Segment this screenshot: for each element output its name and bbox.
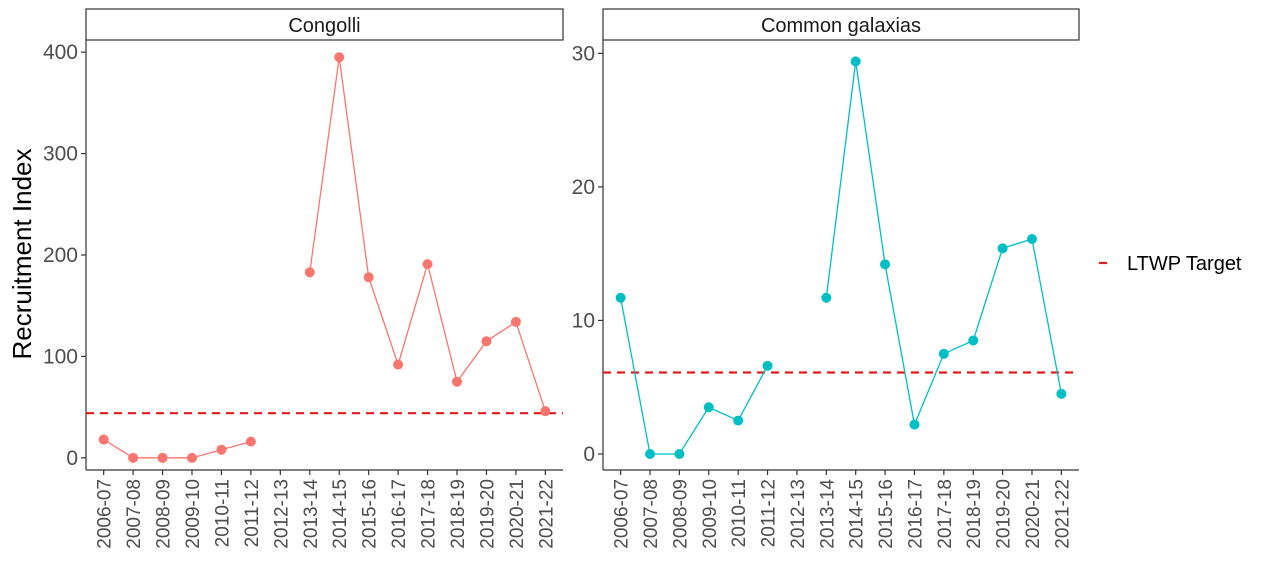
x-tick-label: 2007-08 [124,479,145,549]
data-point [157,452,168,463]
x-tick-label: 2015-16 [876,479,897,549]
data-point [422,259,433,270]
panel-strip [602,8,1080,41]
x-tick-label: 2021-22 [1052,479,1073,549]
data-point [98,434,109,445]
data-point [909,419,920,430]
data-point [821,292,832,303]
y-tick-label: 400 [43,41,78,64]
x-tick-label: 2006-07 [95,479,116,549]
panel-1: Common galaxias 0 10 20 30 2006-07 2007-08 2008… [572,8,1080,549]
x-tick-label: 2010-11 [212,479,233,547]
x-tick-label: 2019-20 [477,479,498,549]
data-point [393,359,404,370]
x-tick-label: 2016-17 [905,479,926,549]
data-point [363,272,374,283]
panel-title: Common galaxias [761,15,921,37]
x-tick-label: 2007-08 [641,479,662,549]
data-point [128,452,139,463]
x-tick-label: 2015-16 [360,479,381,549]
series-line [309,57,546,412]
x-tick-label: 2012-13 [271,479,292,549]
data-point [304,267,315,278]
y-tick-label: 100 [43,345,78,368]
series-line [619,297,769,455]
data-point [645,448,656,459]
y-tick-label: 200 [43,244,78,267]
data-point [880,259,891,270]
y-tick-label: 300 [43,143,78,166]
y-tick-label: 20 [572,176,595,199]
series-line [825,61,1063,427]
data-point [615,292,626,303]
x-tick-label: 2020-21 [1023,479,1044,549]
x-tick-label: 2010-11 [729,479,750,547]
x-tick-label: 2018-19 [964,479,985,549]
data-point [334,52,345,63]
data-point [674,448,685,459]
x-tick-label: 2008-09 [670,479,691,549]
panel-strip [85,8,564,41]
data-point [481,336,492,347]
data-point [510,316,521,327]
y-tick-label: 0 [66,447,78,470]
legend-label: LTWP Target [1127,253,1242,275]
x-tick-label: 2020-21 [507,479,528,549]
x-tick-label: 2008-09 [154,479,175,549]
series-line [103,439,252,459]
data-point [733,415,744,426]
data-point [850,56,861,67]
y-tick-label: 10 [572,309,595,332]
data-point [703,402,714,413]
x-tick-label: 2014-15 [847,479,868,549]
data-point [540,406,551,417]
legend: LTWP Target [1099,253,1242,275]
data-point [245,436,256,447]
panel-0: Congolli 0 100 200 300 400 2006-07 2007-08 2008-… [43,8,564,549]
data-point [762,360,773,371]
x-tick-label: 2017-18 [935,479,956,549]
x-tick-label: 2009-10 [700,479,721,549]
x-tick-label: 2011-12 [759,479,780,547]
data-point [997,243,1008,254]
data-point [968,335,979,346]
panel-title: Congolli [288,15,360,37]
x-tick-label: 2021-22 [536,479,557,549]
x-tick-label: 2016-17 [389,479,410,549]
x-tick-label: 2017-18 [419,479,440,549]
y-tick-label: 0 [583,443,595,466]
data-point [1026,233,1037,244]
x-tick-label: 2011-12 [242,479,263,547]
x-tick-label: 2013-14 [301,479,322,549]
x-tick-label: 2013-14 [817,479,838,549]
x-tick-label: 2006-07 [612,479,633,549]
data-point [452,376,462,387]
x-tick-label: 2018-19 [448,479,469,549]
y-tick-label: 30 [572,42,595,65]
x-tick-label: 2009-10 [183,479,204,549]
y-axis-title: Recruitment Index [7,149,37,360]
x-tick-label: 2019-20 [994,479,1015,549]
data-point [187,452,197,463]
x-tick-label: 2014-15 [330,479,351,549]
data-point [216,444,227,455]
x-tick-label: 2012-13 [788,479,809,549]
data-point [1056,388,1067,399]
data-point [938,348,949,359]
